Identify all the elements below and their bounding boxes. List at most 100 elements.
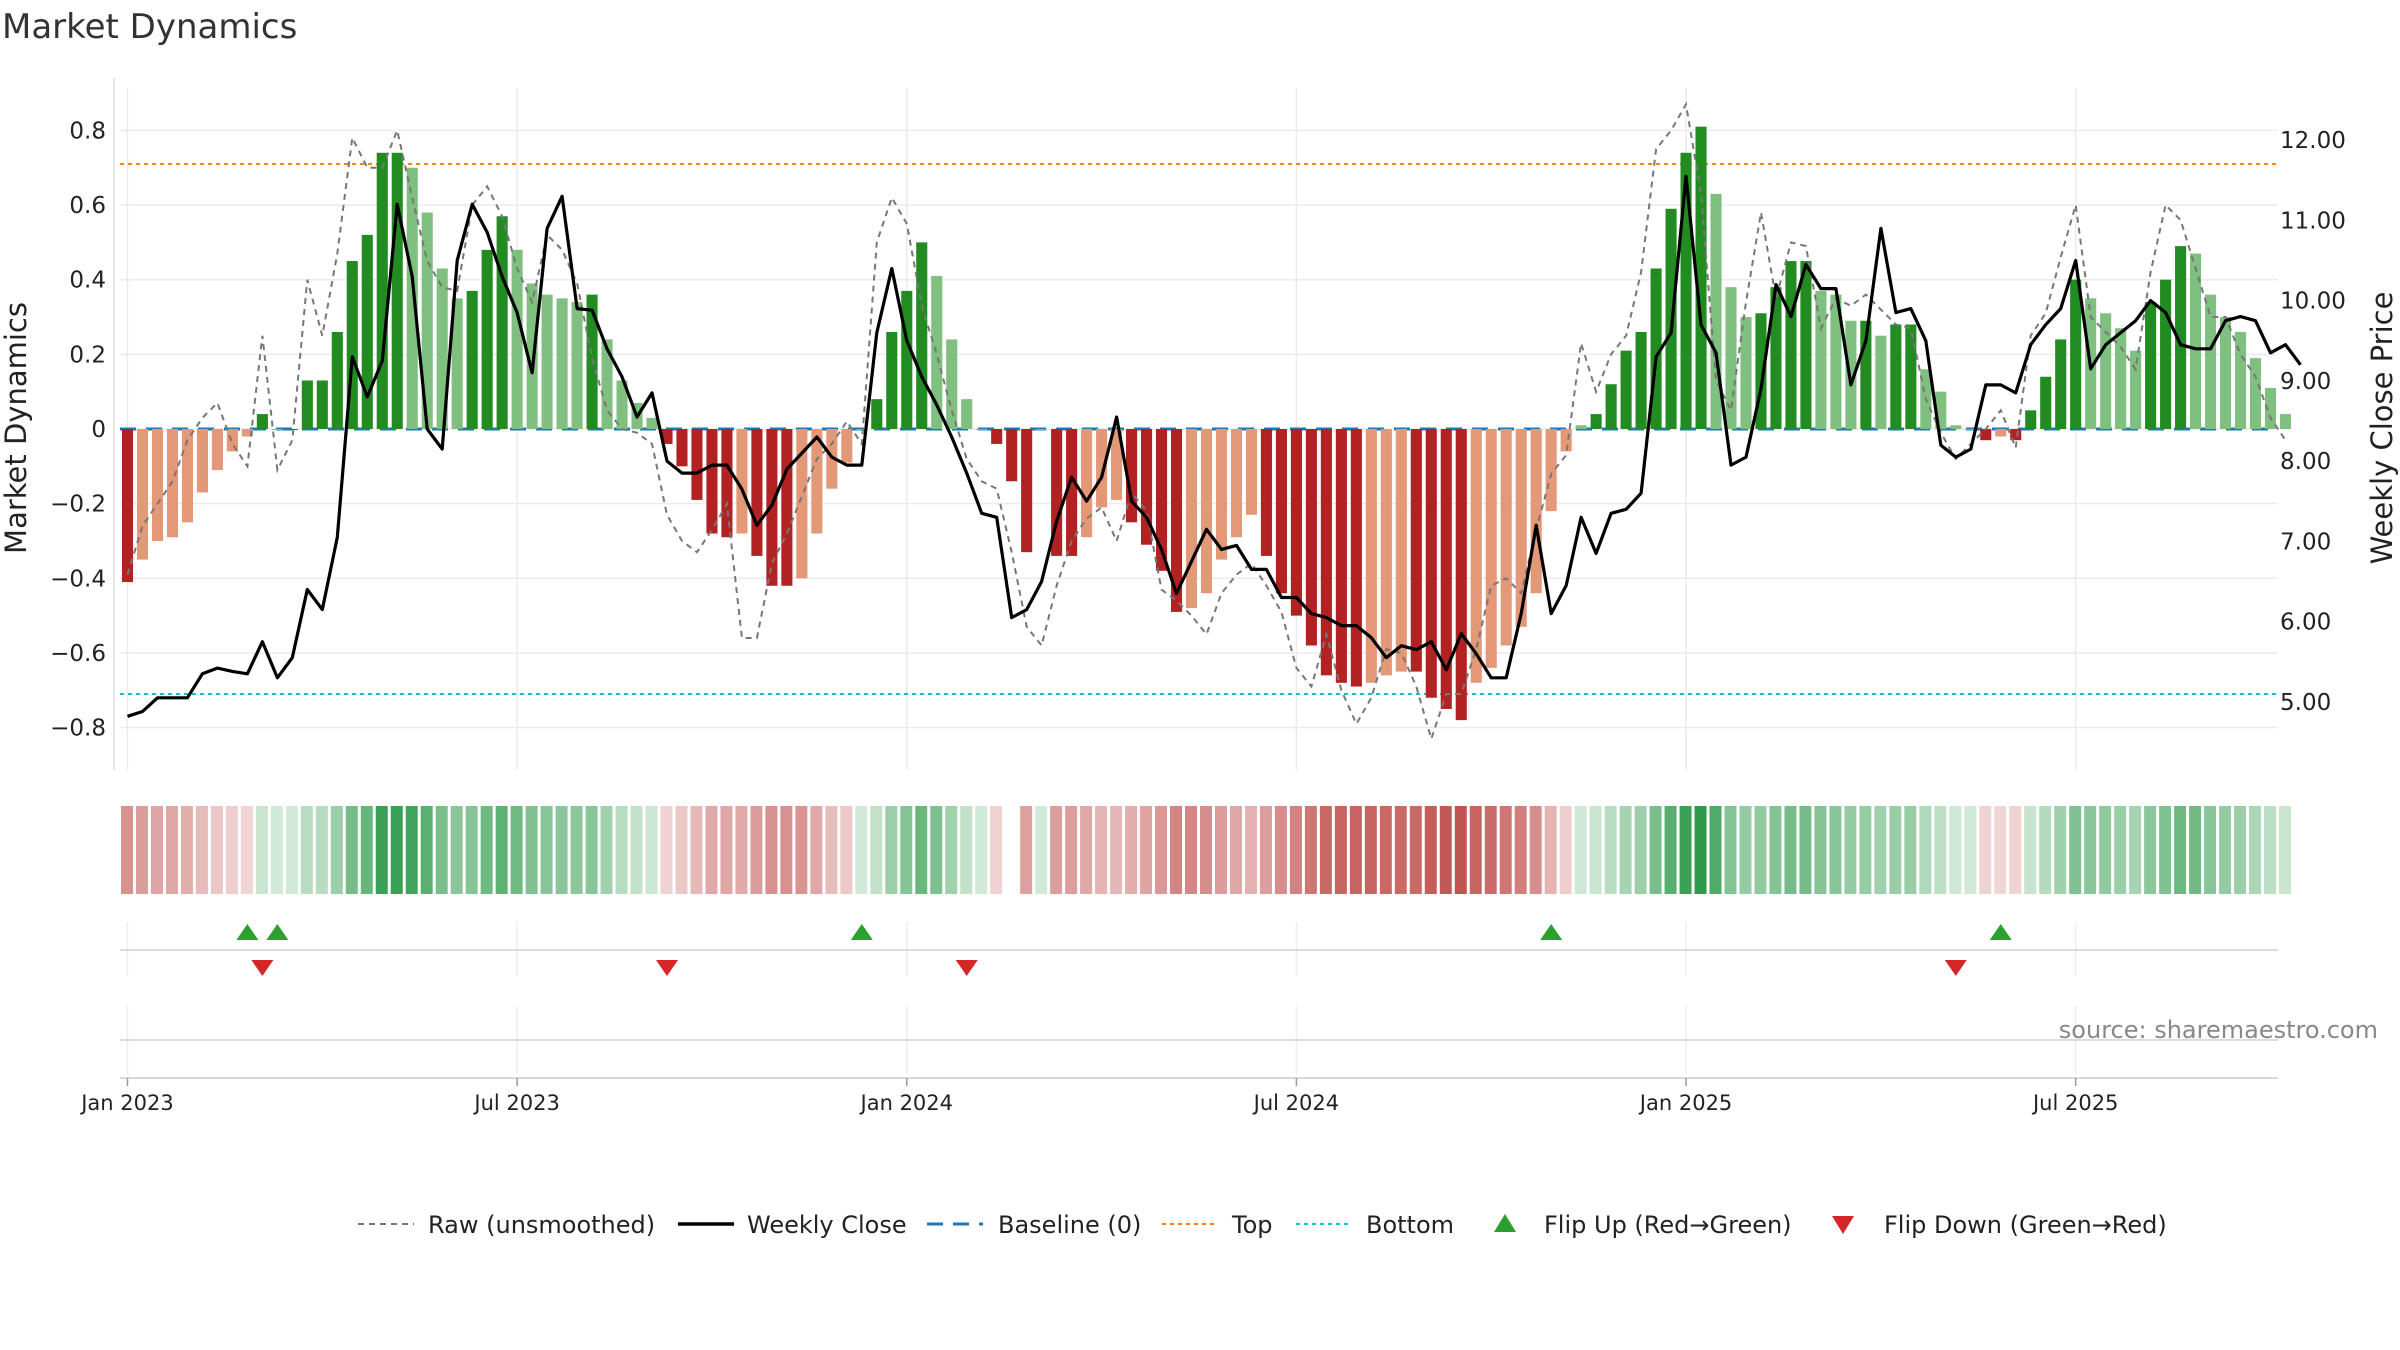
bar-week-58: [991, 429, 1003, 444]
bar-week-134: [2130, 350, 2142, 429]
strip-cell-133: [2114, 806, 2127, 894]
bar-week-98: [1590, 414, 1602, 429]
bar-week-54: [931, 275, 943, 429]
bar-week-73: [1215, 429, 1228, 560]
strip-cell-41: [735, 806, 748, 894]
strip-cell-14: [330, 806, 343, 894]
bar-week-111: [1785, 261, 1797, 429]
bar-week-12: [301, 380, 313, 429]
flip-down-marker-0: [251, 960, 274, 976]
bar-week-19: [406, 167, 418, 429]
strip-cell-7: [225, 806, 238, 894]
strip-cell-78: [1289, 806, 1302, 894]
bar-week-106: [1710, 193, 1722, 429]
strip-cell-117: [1874, 806, 1887, 894]
bar-week-76: [1260, 429, 1272, 556]
strip-cell-107: [1724, 806, 1737, 894]
strip-cell-0: [121, 806, 133, 894]
bar-week-51: [886, 331, 898, 429]
right-tick-label-0: 12.00: [2280, 128, 2346, 154]
strip-cell-136: [2159, 806, 2172, 894]
bar-week-48: [841, 429, 853, 463]
strip-cell-24: [480, 806, 493, 894]
strip-cell-54: [930, 806, 943, 894]
flip-up-marker-0: [236, 924, 259, 940]
bar-week-9: [256, 414, 268, 429]
bar-week-109: [1755, 313, 1767, 429]
left-tick-label-3: 0.2: [69, 342, 106, 368]
bar-week-108: [1740, 317, 1752, 429]
bar-week-4: [181, 429, 193, 523]
bar-week-68: [1141, 429, 1153, 545]
strip-cell-102: [1649, 806, 1662, 894]
strip-cell-96: [1559, 806, 1572, 894]
strip-cell-26: [510, 806, 523, 894]
bar-week-121: [1935, 391, 1947, 429]
bar-week-100: [1620, 350, 1632, 429]
legend-item-bottom: Bottom: [1296, 1211, 1454, 1239]
bar-week-10: [271, 429, 283, 430]
strip-cell-103: [1664, 806, 1677, 894]
strip-cell-71: [1185, 806, 1197, 894]
strip-cell-77: [1274, 806, 1287, 894]
strip-cell-124: [1979, 806, 1992, 894]
strip-cell-21: [435, 806, 448, 894]
bar-week-20: [421, 212, 433, 429]
strip-cell-135: [2144, 806, 2157, 894]
strip-cell-93: [1514, 806, 1527, 894]
bar-week-82: [1350, 429, 1362, 687]
strip-cell-129: [2054, 806, 2067, 894]
strip-cell-47: [825, 806, 838, 894]
right-tick-label-6: 6.00: [2280, 610, 2331, 636]
legend-item-weekly-close: Weekly Close: [678, 1211, 907, 1239]
strip-cell-65: [1095, 806, 1108, 894]
strip-cell-66: [1110, 806, 1123, 894]
strip-cell-87: [1424, 806, 1437, 894]
bar-week-107: [1725, 287, 1737, 429]
strip-cell-89: [1454, 806, 1467, 894]
strip-cell-6: [210, 806, 223, 894]
strip-cell-97: [1574, 806, 1587, 894]
bar-week-124: [1980, 429, 1992, 441]
strip-cell-125: [1994, 806, 2007, 894]
left-tick-label-4: 0: [91, 417, 106, 443]
bar-week-21: [436, 268, 448, 429]
strip-cell-68: [1140, 806, 1153, 894]
legend-item-flip-down: Flip Down (Green→Red): [1832, 1211, 2167, 1239]
bar-week-15: [346, 261, 358, 429]
bar-week-2: [151, 429, 164, 541]
strip-cell-142: [2249, 806, 2262, 894]
bar-week-123: [1965, 429, 1977, 430]
bar-week-140: [2220, 317, 2232, 429]
bar-week-93: [1515, 429, 1527, 627]
strip-cell-121: [1934, 806, 1947, 894]
bar-week-143: [2264, 387, 2277, 429]
bar-week-6: [211, 429, 223, 471]
strip-cell-134: [2129, 806, 2142, 894]
bar-week-64: [1081, 429, 1093, 538]
strip-cell-16: [360, 806, 373, 894]
bar-week-110: [1770, 287, 1782, 429]
strip-cell-2: [150, 806, 163, 894]
source-text: source: sharemaestro.com: [2059, 1016, 2378, 1044]
right-tick-label-4: 8.00: [2280, 449, 2331, 475]
flip-up-marker-4: [1989, 924, 2012, 940]
bar-week-132: [2100, 313, 2112, 429]
strip-cell-92: [1499, 806, 1512, 894]
strip-cell-3: [165, 806, 178, 894]
bar-week-36: [661, 429, 673, 444]
strip-cell-48: [840, 806, 853, 894]
bar-week-56: [961, 399, 973, 429]
right-axis: 12.00 11.00 10.00 9.00 8.00 7.00 6.00 5.00: [2280, 128, 2346, 716]
bar-week-33: [616, 380, 628, 429]
strip-cell-29: [555, 806, 568, 894]
bar-week-38: [691, 429, 703, 500]
strip-cell-34: [630, 806, 643, 894]
strip-cell-63: [1065, 806, 1078, 894]
strip-cell-60: [1020, 806, 1033, 894]
bar-week-136: [2160, 279, 2172, 429]
bar-week-88: [1440, 429, 1452, 709]
bar-week-60: [1021, 429, 1033, 553]
strip-cell-25: [495, 806, 508, 894]
